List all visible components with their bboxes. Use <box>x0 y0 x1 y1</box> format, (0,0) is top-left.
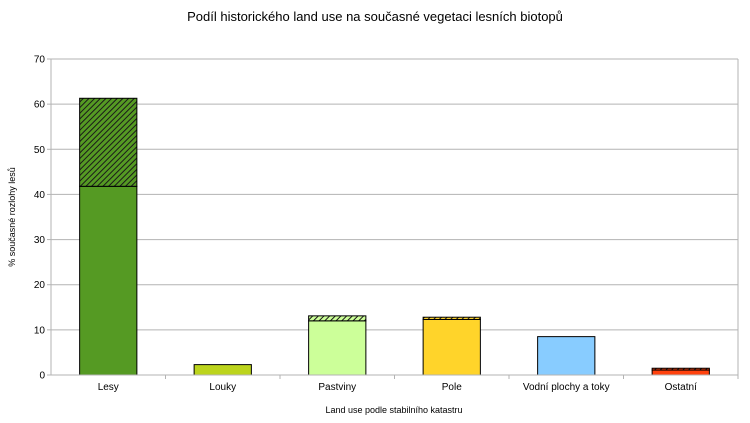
x-tick-label: Pole <box>442 382 462 393</box>
bar-segment <box>422 318 481 376</box>
bar-segment <box>79 185 138 376</box>
y-tick-label: 70 <box>34 55 46 66</box>
bar-segment <box>651 369 710 376</box>
y-tick-label: 10 <box>34 325 46 336</box>
bars <box>79 97 710 376</box>
y-tick-labels: 0 10 20 30 40 50 60 70 <box>34 55 46 382</box>
x-tick-label: Ostatní <box>665 382 697 393</box>
bar-segment <box>537 336 596 376</box>
bar-segment-hatched <box>422 316 481 320</box>
y-tick-label: 60 <box>34 100 46 111</box>
chart-title: Podíl historického land use na současné … <box>187 9 563 24</box>
gridlines <box>47 58 738 376</box>
x-axis-label: Land use podle stabilního katastru <box>325 405 462 415</box>
x-tick-label: Lesy <box>98 382 119 393</box>
axes <box>50 59 739 379</box>
bar-segment-hatched <box>651 367 710 371</box>
x-tick-label: Louky <box>209 382 236 393</box>
bar-segment-hatched <box>308 315 367 322</box>
y-tick-label: 30 <box>34 235 46 246</box>
x-tick-labels: Lesy Louky Pastviny Pole Vodní plochy a toky… <box>98 382 697 393</box>
x-tick-label: Pastviny <box>318 382 356 393</box>
y-axis-label: % současné rozlohy lesů <box>7 167 17 267</box>
bar-segment <box>193 364 252 376</box>
y-tick-label: 20 <box>34 280 46 291</box>
y-tick-label: 0 <box>39 371 45 382</box>
bar-segment <box>308 320 367 376</box>
bar-segment-hatched <box>79 97 138 187</box>
x-tick-label: Vodní plochy a toky <box>523 382 610 393</box>
y-tick-label: 50 <box>34 145 46 156</box>
y-tick-label: 40 <box>34 190 46 201</box>
